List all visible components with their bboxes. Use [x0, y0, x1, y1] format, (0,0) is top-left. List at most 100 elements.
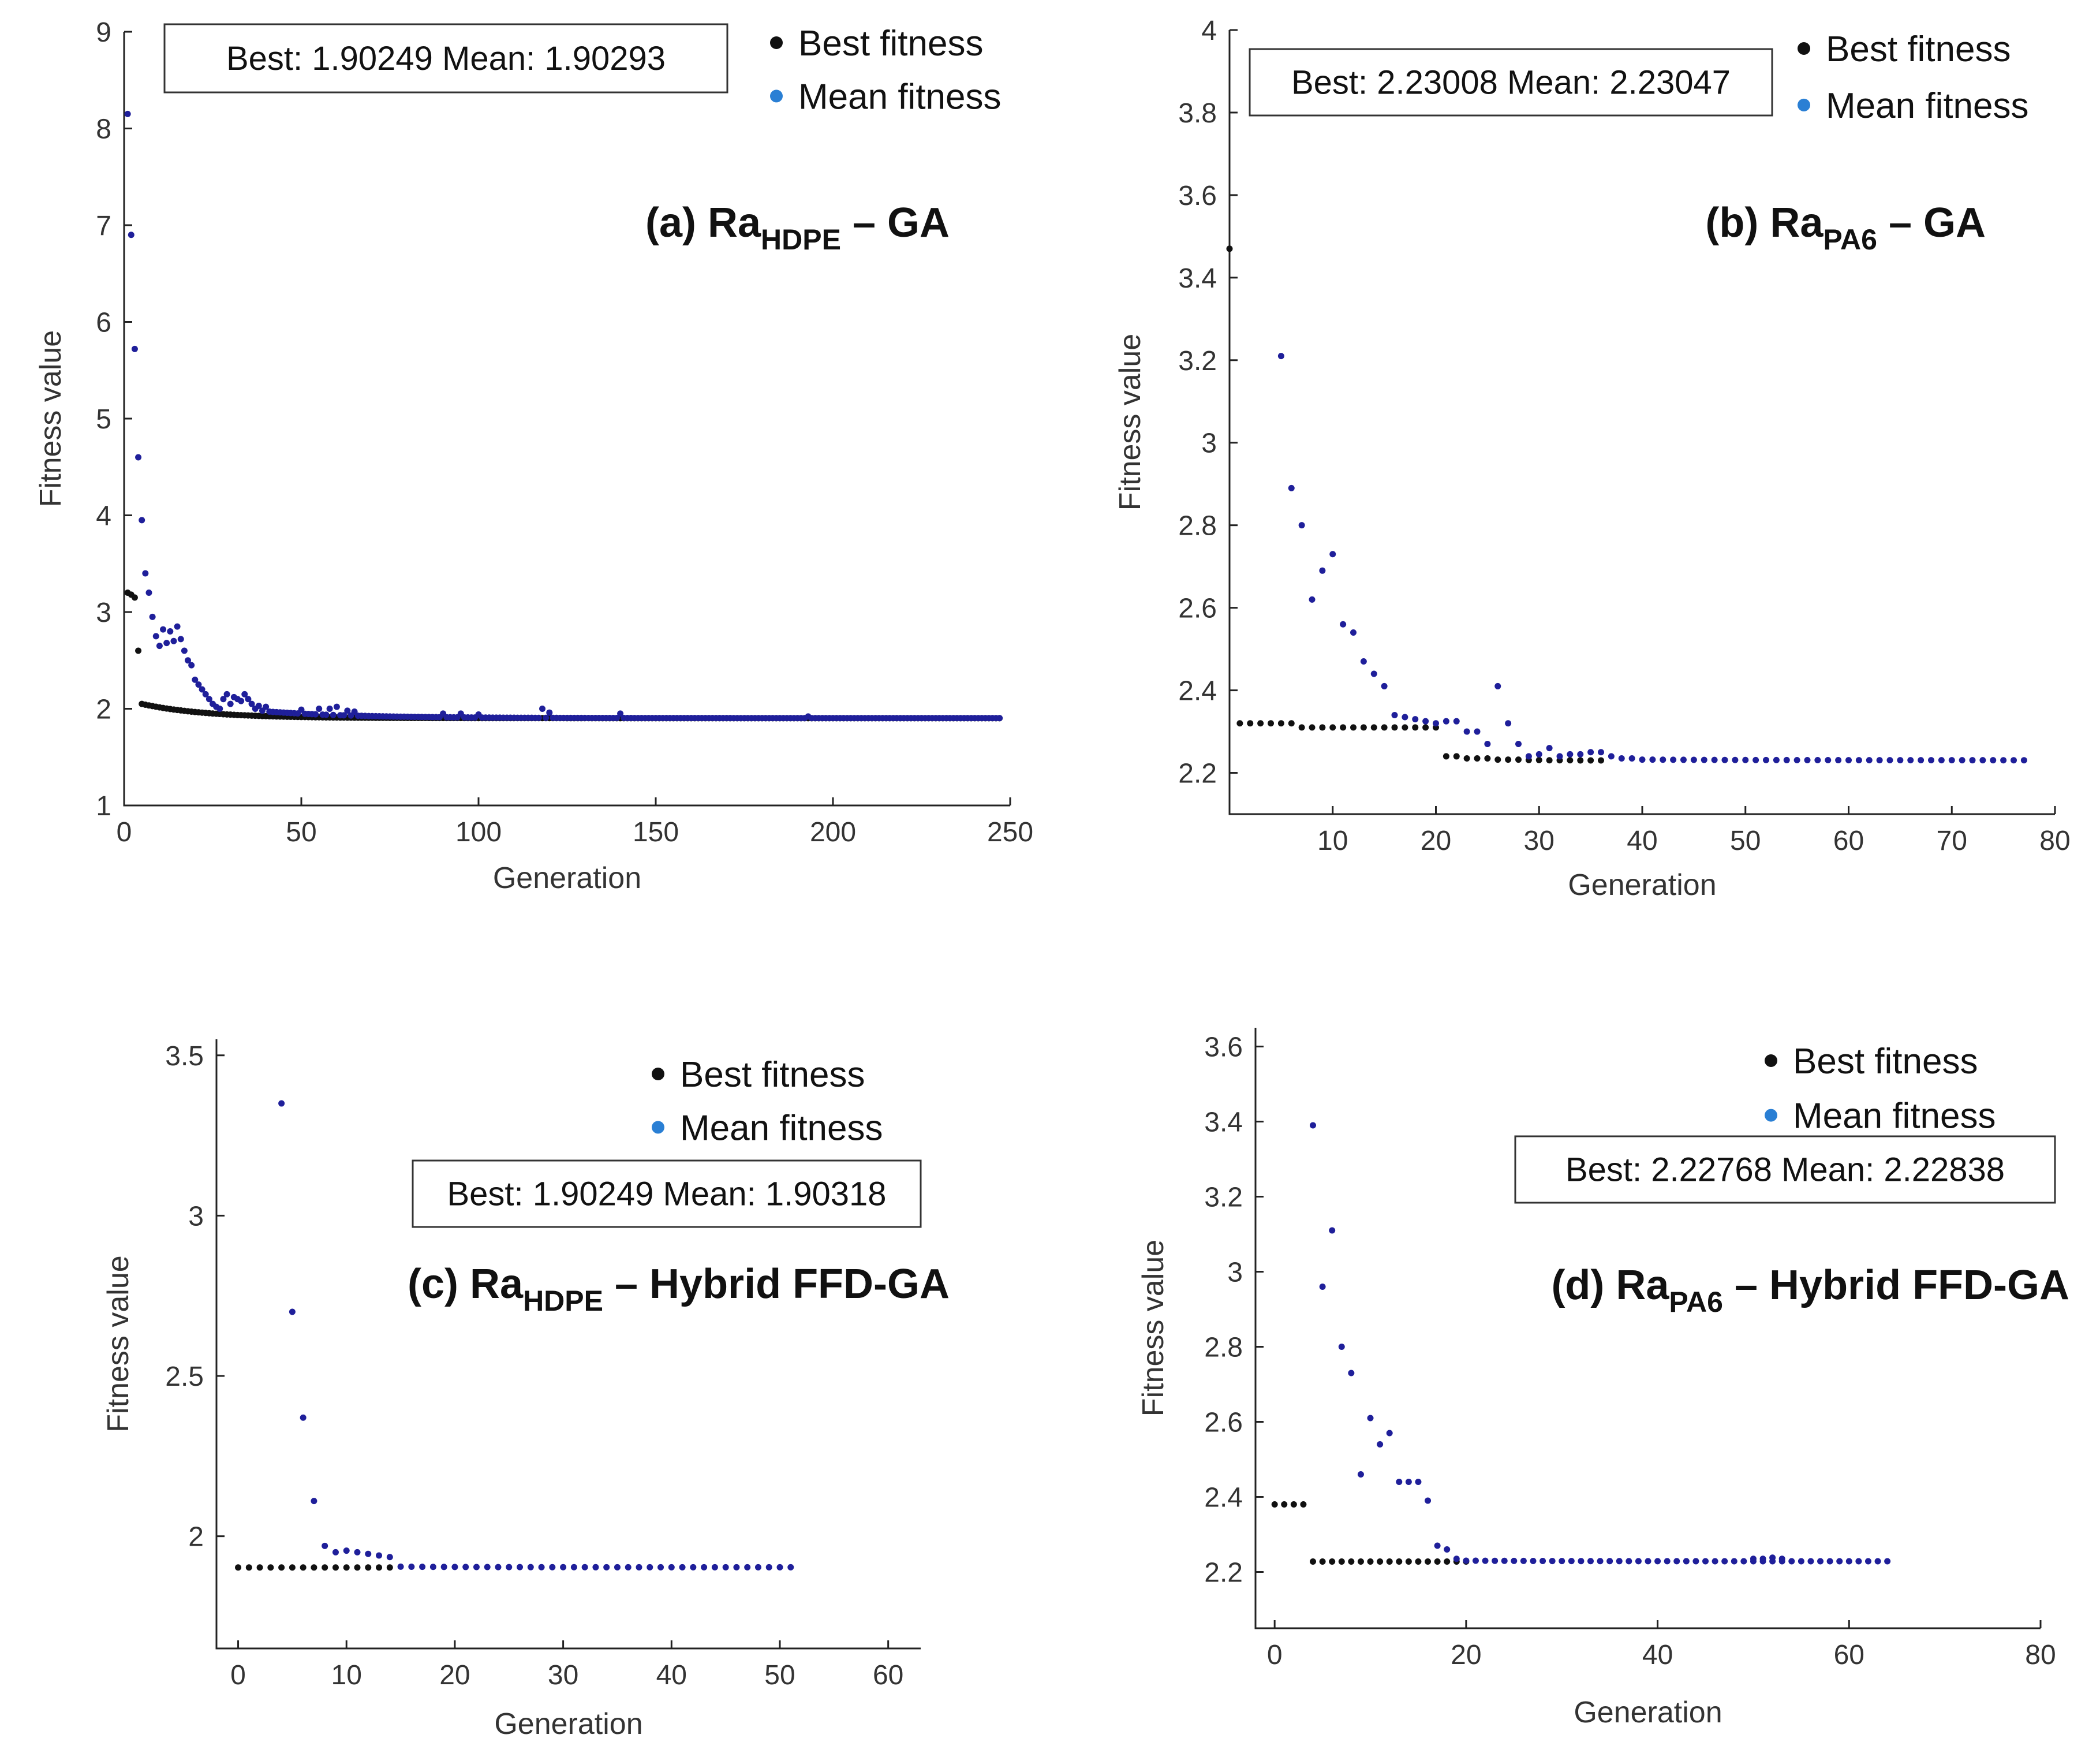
y-tick-label: 4 — [1201, 16, 1217, 46]
legend-best-marker — [652, 1068, 664, 1080]
best-fitness-point — [386, 1564, 393, 1571]
mean-fitness-point — [1350, 629, 1357, 636]
mean-fitness-point — [2000, 757, 2007, 764]
best-fitness-point — [1367, 1558, 1374, 1565]
mean-fitness-point — [1864, 1558, 1871, 1565]
best-fitness-point — [1247, 720, 1254, 727]
mean-fitness-point — [386, 1554, 393, 1561]
best-fitness-point — [1309, 724, 1316, 731]
mean-fitness-point — [1680, 756, 1687, 763]
best-fitness-point — [1298, 724, 1305, 731]
best-fitness-point — [1515, 756, 1522, 763]
mean-fitness-point — [1836, 1558, 1843, 1565]
mean-fitness-point — [535, 714, 542, 721]
mean-fitness-point — [1484, 740, 1491, 747]
mean-fitness-point — [1319, 1284, 1326, 1290]
y-tick-label: 3 — [188, 1201, 204, 1232]
best-fitness-point — [1402, 724, 1408, 731]
legend-best-marker — [770, 36, 783, 49]
best-fitness-point — [1348, 1558, 1355, 1565]
mean-fitness-point — [341, 712, 347, 719]
mean-fitness-point — [419, 1564, 426, 1571]
best-fitness-point — [311, 1564, 317, 1571]
mean-fitness-point — [1298, 522, 1305, 529]
mean-fitness-point — [733, 1564, 740, 1571]
mean-fitness-point — [1277, 353, 1284, 360]
mean-fitness-point — [1616, 1558, 1623, 1565]
y-tick-label: 6 — [96, 308, 111, 338]
y-tick-label: 3.2 — [1204, 1182, 1243, 1213]
x-tick-label: 30 — [1524, 826, 1555, 856]
mean-fitness-point — [152, 633, 159, 640]
mean-fitness-point — [473, 1564, 480, 1571]
best-fitness-point — [1505, 756, 1512, 763]
y-axis-title: Fitness value — [102, 1255, 135, 1432]
x-tick-label: 0 — [230, 1660, 246, 1691]
mean-fitness-point — [1433, 720, 1439, 727]
mean-fitness-point — [343, 1547, 350, 1554]
mean-fitness-point — [1367, 1415, 1374, 1422]
mean-fitness-point — [1501, 1557, 1508, 1564]
mean-fitness-point — [322, 1542, 328, 1549]
x-tick-label: 10 — [1317, 826, 1348, 856]
mean-fitness-point — [145, 590, 152, 596]
mean-fitness-point — [223, 691, 230, 697]
y-tick-label: 2.4 — [1178, 676, 1217, 707]
panel-d: 0 20 40 60 80 2.2 2.4 2.6 2.8 3 3.2 3.4 3.6 Generatio… — [1137, 1028, 2069, 1729]
y-tick-label: 3.2 — [1178, 346, 1217, 376]
y-tick-label: 2.2 — [1178, 759, 1217, 789]
mean-fitness-point — [278, 1100, 285, 1107]
mean-fitness-point — [1598, 749, 1604, 756]
mean-fitness-point — [1370, 670, 1377, 677]
mean-fitness-point — [546, 709, 553, 716]
mean-fitness-point — [1639, 756, 1646, 763]
best-fitness-point — [343, 1564, 350, 1571]
mean-fitness-point — [1712, 1558, 1718, 1565]
best-fitness-point — [1257, 720, 1264, 727]
panel-title-subscript: PA6 — [1823, 223, 1877, 256]
mean-fitness-point — [636, 1564, 642, 1571]
mean-fitness-point — [241, 691, 248, 697]
best-fitness-point — [1319, 724, 1326, 731]
legend-mean-label: Mean fitness — [1826, 86, 2029, 126]
mean-fitness-point — [312, 711, 319, 718]
best-fitness-point — [1360, 724, 1367, 731]
mean-fitness-point — [1866, 757, 1873, 764]
y-tick-label: 2 — [188, 1522, 204, 1553]
mean-fitness-point — [711, 1564, 718, 1571]
mean-fitness-point — [1664, 1558, 1671, 1565]
mean-fitness-point — [156, 643, 163, 650]
mean-fitness-point — [592, 1564, 599, 1571]
mean-fitness-point — [192, 676, 199, 683]
mean-fitness-point — [1769, 1558, 1776, 1565]
mean-fitness-point — [408, 1564, 415, 1571]
mean-fitness-point — [440, 1564, 447, 1571]
mean-fitness-point — [1329, 1227, 1336, 1234]
best-fitness-point — [1598, 757, 1604, 764]
mean-fitness-point — [1825, 757, 1832, 764]
panel-title: (d) RaPA6 – Hybrid FFD-GA — [1551, 1262, 2069, 1318]
y-tick-label: 2.8 — [1178, 511, 1217, 542]
mean-fitness-point — [754, 1564, 761, 1571]
x-tick-label: 0 — [117, 817, 132, 848]
mean-fitness-point — [2011, 757, 2017, 764]
y-axis-title: Fitness value — [1137, 1240, 1170, 1416]
best-fitness-point — [1357, 1558, 1364, 1565]
y-tick-label: 1 — [96, 791, 111, 822]
best-fitness-point — [1319, 1558, 1326, 1565]
mean-fitness-point — [1731, 1558, 1737, 1565]
mean-fitness-point — [1649, 756, 1656, 763]
stats-text: Best: 1.90249 Mean: 1.90318 — [447, 1176, 886, 1213]
y-tick-label: 8 — [96, 114, 111, 145]
y-tick-label: 4 — [96, 501, 111, 532]
mean-fitness-point — [1886, 757, 1893, 764]
mean-fitness-point — [1732, 756, 1739, 763]
mean-fitness-point — [1412, 716, 1419, 723]
mean-fitness-point — [1386, 1430, 1393, 1437]
mean-fitness-point — [255, 702, 262, 709]
mean-fitness-point — [451, 1564, 458, 1571]
mean-fitness-point — [311, 1498, 317, 1505]
mean-fitness-point — [1855, 1558, 1862, 1565]
mean-fitness-point — [1535, 751, 1542, 758]
mean-fitness-point — [1826, 1558, 1833, 1565]
